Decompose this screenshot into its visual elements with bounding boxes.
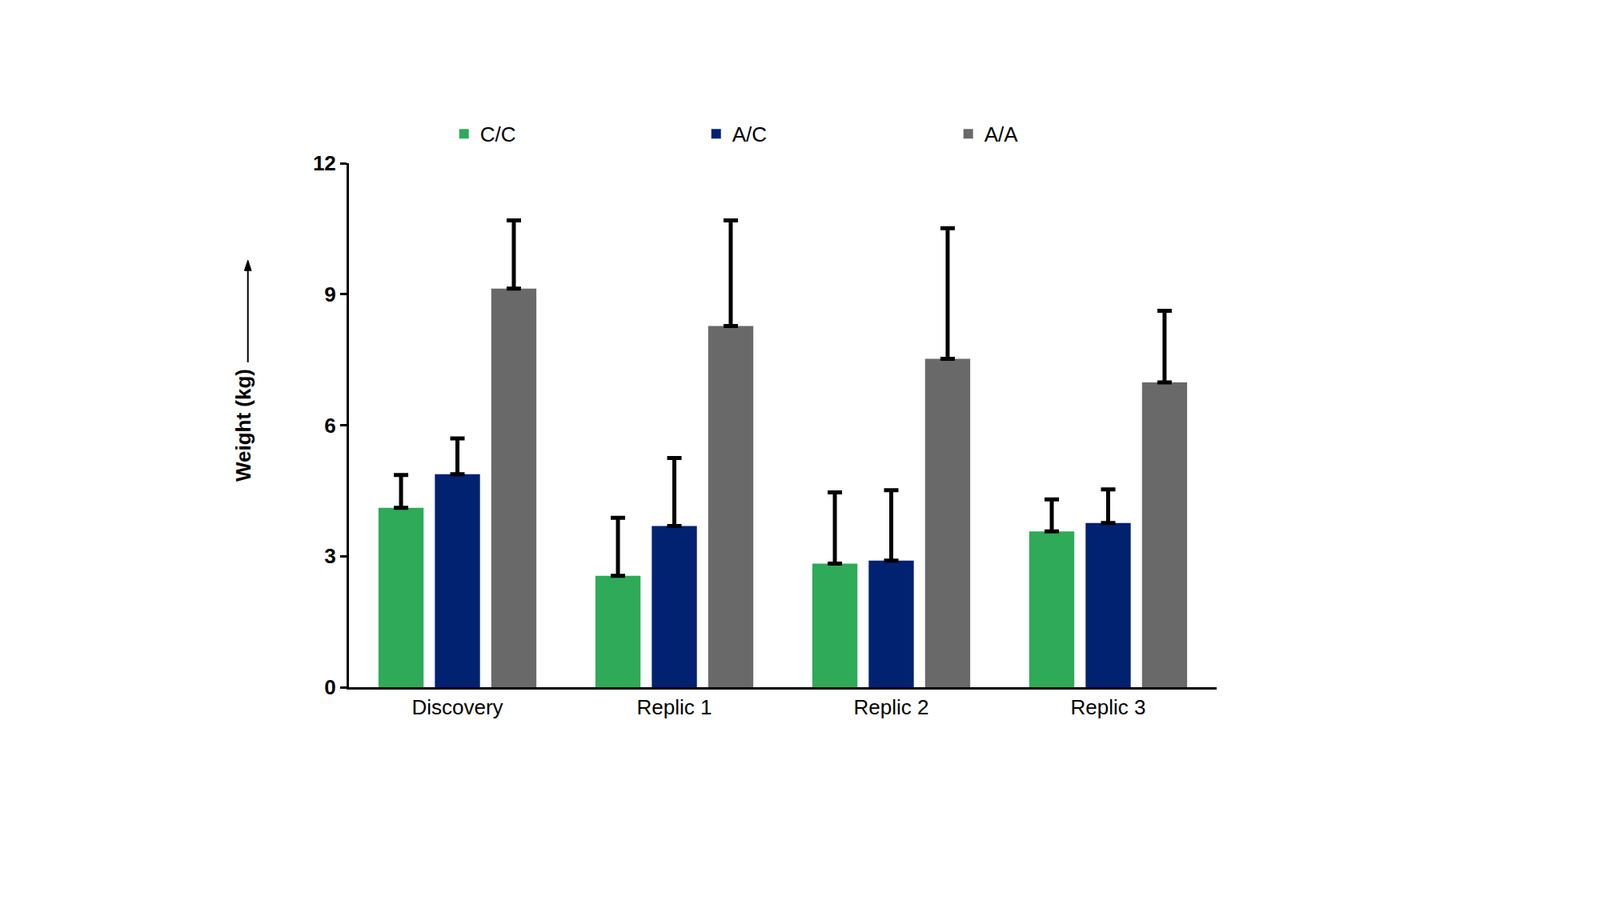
svg-text:A/C: A/C — [732, 122, 767, 147]
svg-text:Replic 1: Replic 1 — [637, 695, 713, 720]
svg-text:Replic 2: Replic 2 — [854, 695, 930, 720]
svg-text:Weight (kg): Weight (kg) — [231, 368, 256, 482]
svg-text:A/A: A/A — [984, 122, 1019, 147]
svg-text:Discovery: Discovery — [411, 695, 503, 720]
svg-text:6: 6 — [324, 413, 336, 438]
svg-text:0: 0 — [324, 675, 336, 700]
svg-text:3: 3 — [324, 544, 336, 569]
svg-text:9: 9 — [324, 282, 336, 307]
svg-text:12: 12 — [312, 151, 337, 176]
svg-text:C/C: C/C — [480, 122, 517, 147]
svg-text:Replic 3: Replic 3 — [1070, 695, 1147, 720]
